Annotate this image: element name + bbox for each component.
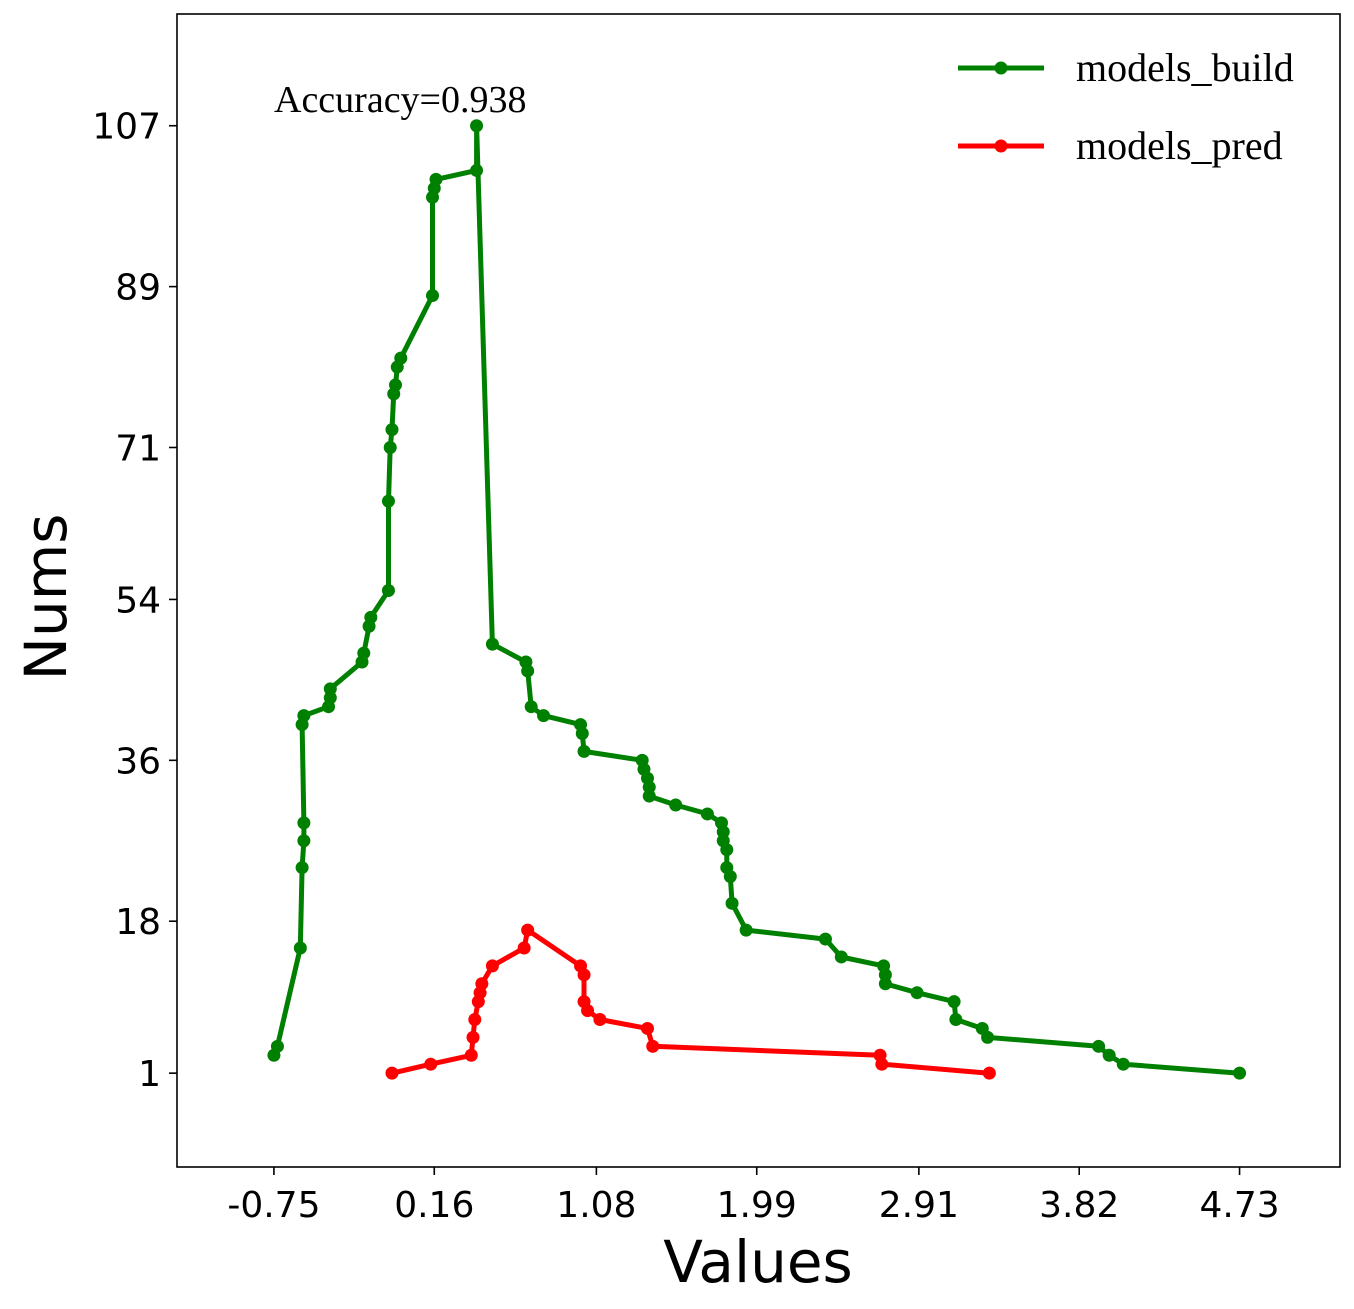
data-point — [642, 789, 656, 803]
data-point — [982, 1066, 996, 1080]
y-tick-label: 107 — [92, 107, 161, 148]
data-point — [521, 664, 535, 678]
data-point — [385, 423, 399, 437]
data-point — [581, 1004, 595, 1018]
data-point — [700, 807, 714, 821]
data-point — [389, 378, 403, 392]
data-point — [521, 923, 535, 937]
data-point — [878, 968, 892, 982]
data-point — [669, 798, 683, 812]
data-point — [485, 959, 499, 973]
data-point — [720, 843, 734, 857]
data-point — [464, 1048, 478, 1062]
x-tick-label: 2.91 — [879, 1185, 959, 1226]
data-point — [485, 637, 499, 651]
series-models_pred — [385, 923, 996, 1080]
data-point — [646, 1039, 660, 1053]
x-tick-label: 0.16 — [394, 1185, 474, 1226]
y-tick-label: 71 — [115, 428, 161, 469]
data-point — [739, 923, 753, 937]
data-point — [297, 834, 311, 848]
data-point — [981, 1030, 995, 1044]
y-tick-label: 89 — [115, 268, 161, 309]
series-models_build — [267, 119, 1247, 1080]
data-point — [466, 1030, 480, 1044]
data-point — [593, 1013, 607, 1027]
y-axis-title: Nums — [12, 514, 80, 681]
data-point — [424, 1057, 438, 1071]
data-point — [470, 119, 484, 133]
legend-label: models_build — [1076, 45, 1294, 90]
data-point — [577, 744, 591, 758]
data-point — [878, 977, 892, 991]
data-point — [426, 289, 440, 303]
data-point — [1233, 1066, 1247, 1080]
x-tick-label: 4.73 — [1199, 1185, 1279, 1226]
data-point — [323, 691, 337, 705]
data-point — [1092, 1039, 1106, 1053]
data-point — [357, 646, 371, 660]
legend-swatch-marker — [994, 139, 1008, 153]
data-point — [383, 440, 397, 454]
y-tick-label: 1 — [138, 1054, 161, 1095]
data-point — [537, 709, 551, 723]
legend-swatch-marker — [994, 61, 1008, 75]
data-point — [429, 172, 443, 186]
data-point — [949, 1013, 963, 1027]
data-point — [517, 941, 531, 955]
data-point — [381, 494, 395, 508]
data-point — [716, 825, 730, 839]
data-point — [270, 1039, 284, 1053]
x-tick-label: -0.75 — [227, 1185, 320, 1226]
legend: models_build models_pred — [958, 45, 1294, 168]
data-point — [470, 163, 484, 177]
data-point — [947, 995, 961, 1009]
series-layer — [267, 119, 1247, 1080]
x-axis-title: Values — [663, 1228, 853, 1296]
data-point — [364, 610, 378, 624]
data-point — [818, 932, 832, 946]
data-point — [323, 682, 337, 696]
data-point — [834, 950, 848, 964]
data-point — [297, 709, 311, 723]
accuracy-annotation: Accuracy=0.938 — [274, 79, 527, 121]
data-point — [640, 1021, 654, 1035]
y-tick-label: 54 — [115, 580, 161, 621]
y-tick-label: 36 — [115, 741, 161, 782]
data-point — [385, 1066, 399, 1080]
plot-frame — [176, 13, 1341, 1168]
y-tick-label: 18 — [115, 902, 161, 943]
data-point — [725, 896, 739, 910]
data-point — [394, 351, 408, 365]
data-point — [297, 816, 311, 830]
data-point — [575, 727, 589, 741]
data-point — [910, 986, 924, 1000]
data-point — [723, 870, 737, 884]
x-tick-label: 3.82 — [1039, 1185, 1119, 1226]
x-tick-label: 1.99 — [717, 1185, 797, 1226]
data-point — [381, 584, 395, 597]
x-axis: -0.75 0.16 1.08 1.99 2.91 3.82 4.73 — [227, 1167, 1280, 1226]
data-point — [642, 780, 656, 794]
data-point — [295, 861, 309, 875]
data-point — [524, 700, 538, 714]
y-axis: 1 18 36 54 71 89 107 — [92, 107, 177, 1095]
data-point — [1116, 1057, 1130, 1071]
data-point — [1102, 1048, 1116, 1062]
data-point — [577, 968, 591, 982]
legend-label: models_pred — [1076, 123, 1283, 168]
x-tick-label: 1.08 — [556, 1185, 636, 1226]
data-point — [875, 1057, 889, 1071]
data-point — [293, 941, 307, 955]
data-point — [475, 977, 489, 991]
data-point — [468, 1013, 482, 1027]
series-line — [271, 123, 1243, 1076]
